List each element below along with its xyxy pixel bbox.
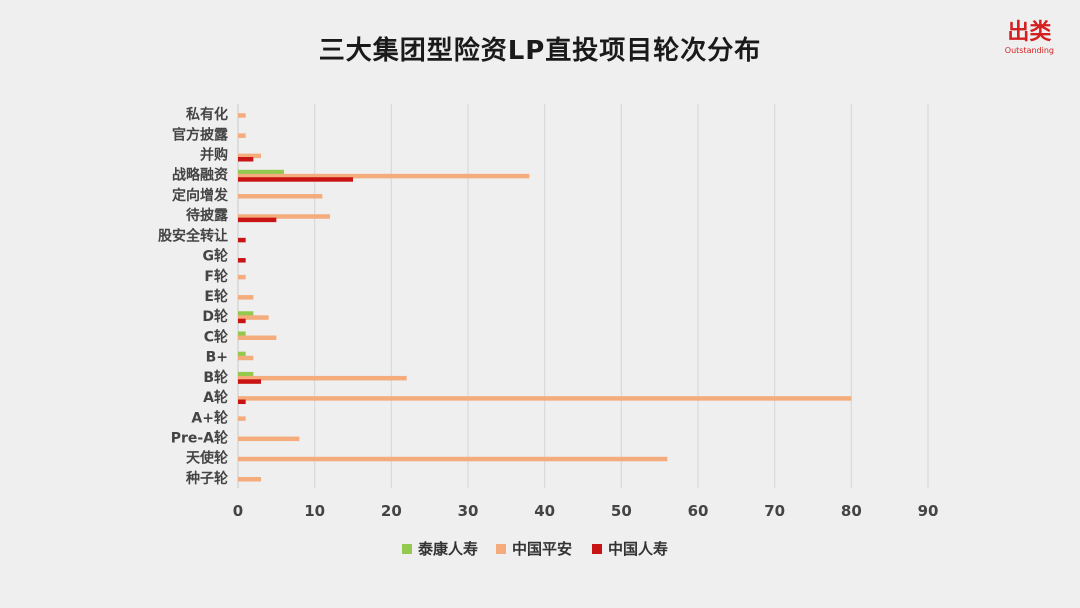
bar-1-12: [238, 355, 254, 361]
x-tick-label: 10: [304, 502, 325, 520]
bar-1-8: [238, 274, 246, 280]
category-label: E轮: [204, 288, 228, 305]
x-tick-label: 70: [764, 502, 785, 520]
category-label: B+: [206, 350, 228, 366]
bar-1-4: [238, 194, 323, 199]
bar-1-3: [238, 173, 530, 179]
bar-0-10: [238, 311, 254, 316]
legend-label: 中国平安: [512, 540, 572, 558]
x-tick-label: 50: [611, 502, 632, 520]
bar-0-3: [238, 169, 284, 175]
category-label: 私有化: [186, 106, 228, 123]
category-label: 待披露: [186, 207, 229, 224]
bar-1-15: [238, 416, 246, 421]
category-label: 股安全转让: [158, 227, 228, 244]
bar-2-6: [238, 237, 246, 243]
category-label: C轮: [204, 328, 228, 345]
x-tick-label: 0: [233, 502, 243, 520]
bar-2-7: [238, 258, 246, 263]
bar-0-12: [238, 351, 246, 357]
logo-sub-text: Outstanding: [1004, 46, 1054, 55]
chart-title: 三大集团型险资LP直投项目轮次分布: [318, 36, 762, 66]
bar-1-14: [238, 396, 852, 401]
x-tick-label: 60: [688, 502, 709, 520]
category-label: 定向增发: [172, 187, 229, 204]
bar-1-5: [238, 214, 330, 219]
category-label: B轮: [203, 369, 228, 386]
legend-label: 中国人寿: [608, 540, 668, 558]
legend-label: 泰康人寿: [417, 540, 478, 558]
brand-logo: 出类 Outstanding: [1005, 20, 1054, 56]
bar-0-13: [238, 371, 254, 377]
bar-1-9: [238, 295, 254, 300]
bar-2-5: [238, 217, 277, 223]
category-label: A轮: [203, 389, 228, 406]
x-tick-label: 20: [381, 502, 402, 520]
bar-1-1: [238, 133, 246, 138]
category-label: G轮: [203, 248, 229, 265]
bar-1-17: [238, 456, 668, 462]
bar-1-18: [238, 476, 261, 482]
category-label: 战略融资: [172, 167, 228, 184]
x-tick-label: 30: [458, 502, 479, 520]
category-label: 并购: [200, 147, 228, 164]
bar-1-0: [238, 113, 246, 118]
bar-1-11: [238, 335, 277, 341]
x-tick-label: 40: [534, 502, 555, 520]
bar-2-14: [238, 399, 246, 405]
bar-1-13: [238, 375, 407, 381]
bar-2-13: [238, 379, 261, 384]
legend-swatch: [496, 544, 506, 554]
x-tick-label: 90: [918, 502, 939, 520]
category-label: 官方披露: [172, 126, 229, 143]
category-label: 天使轮: [186, 450, 228, 467]
category-label: 种子轮: [185, 470, 228, 487]
legend-swatch: [402, 544, 412, 554]
bar-2-3: [238, 177, 353, 182]
category-label: F轮: [204, 268, 228, 285]
legend-swatch: [592, 544, 602, 554]
bar-2-2: [238, 157, 254, 162]
logo-main-text: 出类: [1007, 20, 1052, 45]
bar-2-10: [238, 318, 246, 324]
bar-1-16: [238, 436, 300, 442]
bar-1-2: [238, 153, 261, 159]
bar-1-10: [238, 315, 269, 320]
bar-0-11: [238, 331, 246, 336]
category-label: Pre-A轮: [171, 429, 228, 446]
x-tick-label: 80: [841, 502, 862, 520]
category-label: D轮: [202, 308, 228, 325]
category-label: A+轮: [191, 409, 228, 426]
